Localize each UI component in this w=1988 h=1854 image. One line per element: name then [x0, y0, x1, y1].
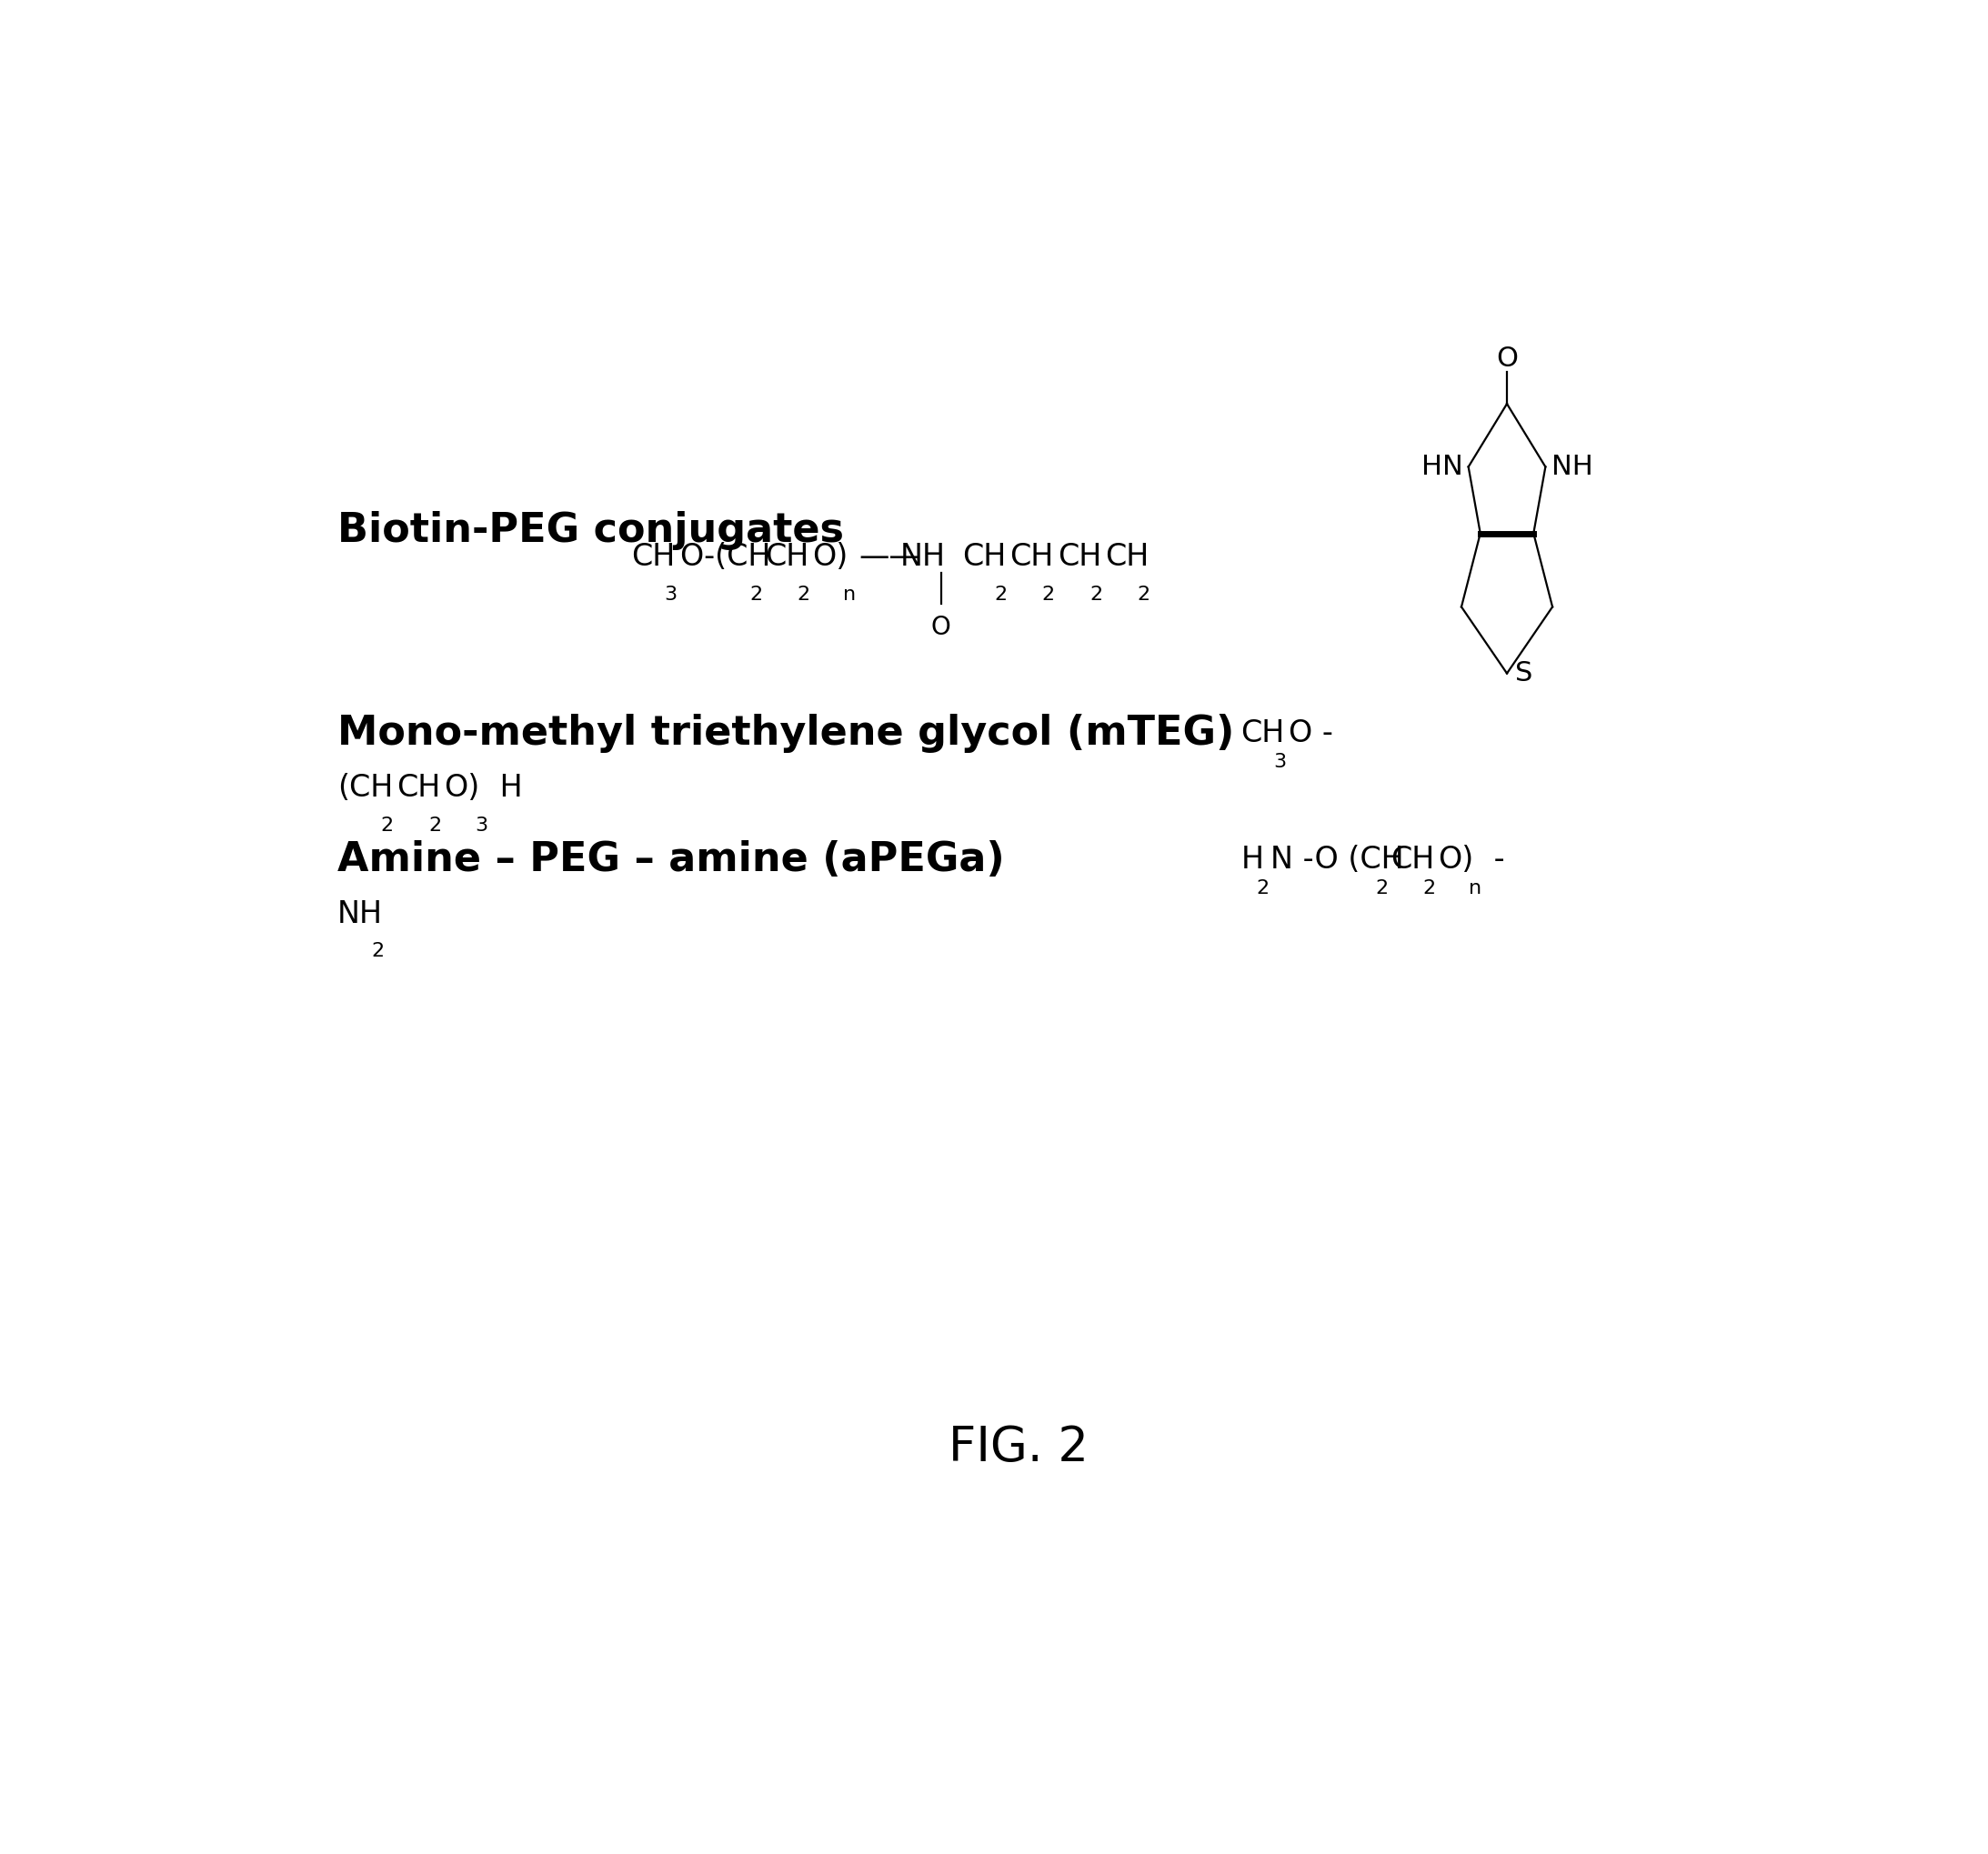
Text: O): O) — [443, 773, 479, 803]
Text: 2: 2 — [1089, 586, 1103, 603]
Text: CH: CH — [1392, 845, 1435, 875]
Text: 2: 2 — [1423, 879, 1435, 897]
Text: CH: CH — [632, 541, 676, 571]
Text: O -: O - — [1288, 719, 1332, 749]
Text: 2: 2 — [1137, 586, 1149, 603]
Text: 2: 2 — [1376, 879, 1388, 897]
Text: 2: 2 — [372, 942, 384, 960]
Text: 2: 2 — [994, 586, 1008, 603]
Text: CH: CH — [1241, 719, 1284, 749]
Text: H: H — [1241, 845, 1264, 875]
Text: 2: 2 — [1256, 879, 1268, 897]
Text: 2: 2 — [382, 816, 394, 834]
Text: NH: NH — [901, 541, 946, 571]
Text: 2: 2 — [429, 816, 441, 834]
Text: 3: 3 — [475, 816, 487, 834]
Text: 2: 2 — [749, 586, 761, 603]
Text: CH: CH — [765, 541, 809, 571]
Text: N -O (CH: N -O (CH — [1270, 845, 1404, 875]
Text: O): O) — [1437, 845, 1473, 875]
Text: CH: CH — [1010, 541, 1054, 571]
Text: CH: CH — [962, 541, 1006, 571]
Text: NH: NH — [338, 899, 384, 929]
Text: 2: 2 — [1042, 586, 1056, 603]
Text: CH: CH — [1058, 541, 1101, 571]
Text: (CH: (CH — [338, 773, 394, 803]
Text: HN: HN — [1421, 454, 1463, 480]
Text: S: S — [1515, 660, 1533, 686]
Text: Mono-methyl triethylene glycol (mTEG): Mono-methyl triethylene glycol (mTEG) — [338, 714, 1235, 753]
Text: NH: NH — [1551, 454, 1592, 480]
Text: n: n — [843, 586, 857, 603]
Text: O): O) — [813, 541, 849, 571]
Text: O: O — [1497, 345, 1519, 371]
Text: FIG. 2: FIG. 2 — [948, 1424, 1089, 1472]
Text: O: O — [930, 614, 950, 640]
Text: -: - — [1485, 845, 1505, 875]
Text: 3: 3 — [1272, 753, 1286, 771]
Text: CH: CH — [1105, 541, 1149, 571]
Text: Amine – PEG – amine (aPEGa): Amine – PEG – amine (aPEGa) — [338, 840, 1004, 879]
Text: H: H — [491, 773, 523, 803]
Text: 2: 2 — [797, 586, 809, 603]
Text: O-(CH: O-(CH — [680, 541, 771, 571]
Text: n: n — [1469, 879, 1481, 897]
Text: ——: —— — [859, 541, 918, 571]
Text: CH: CH — [396, 773, 439, 803]
Text: Biotin-PEG conjugates: Biotin-PEG conjugates — [338, 512, 845, 551]
Text: 3: 3 — [664, 586, 676, 603]
